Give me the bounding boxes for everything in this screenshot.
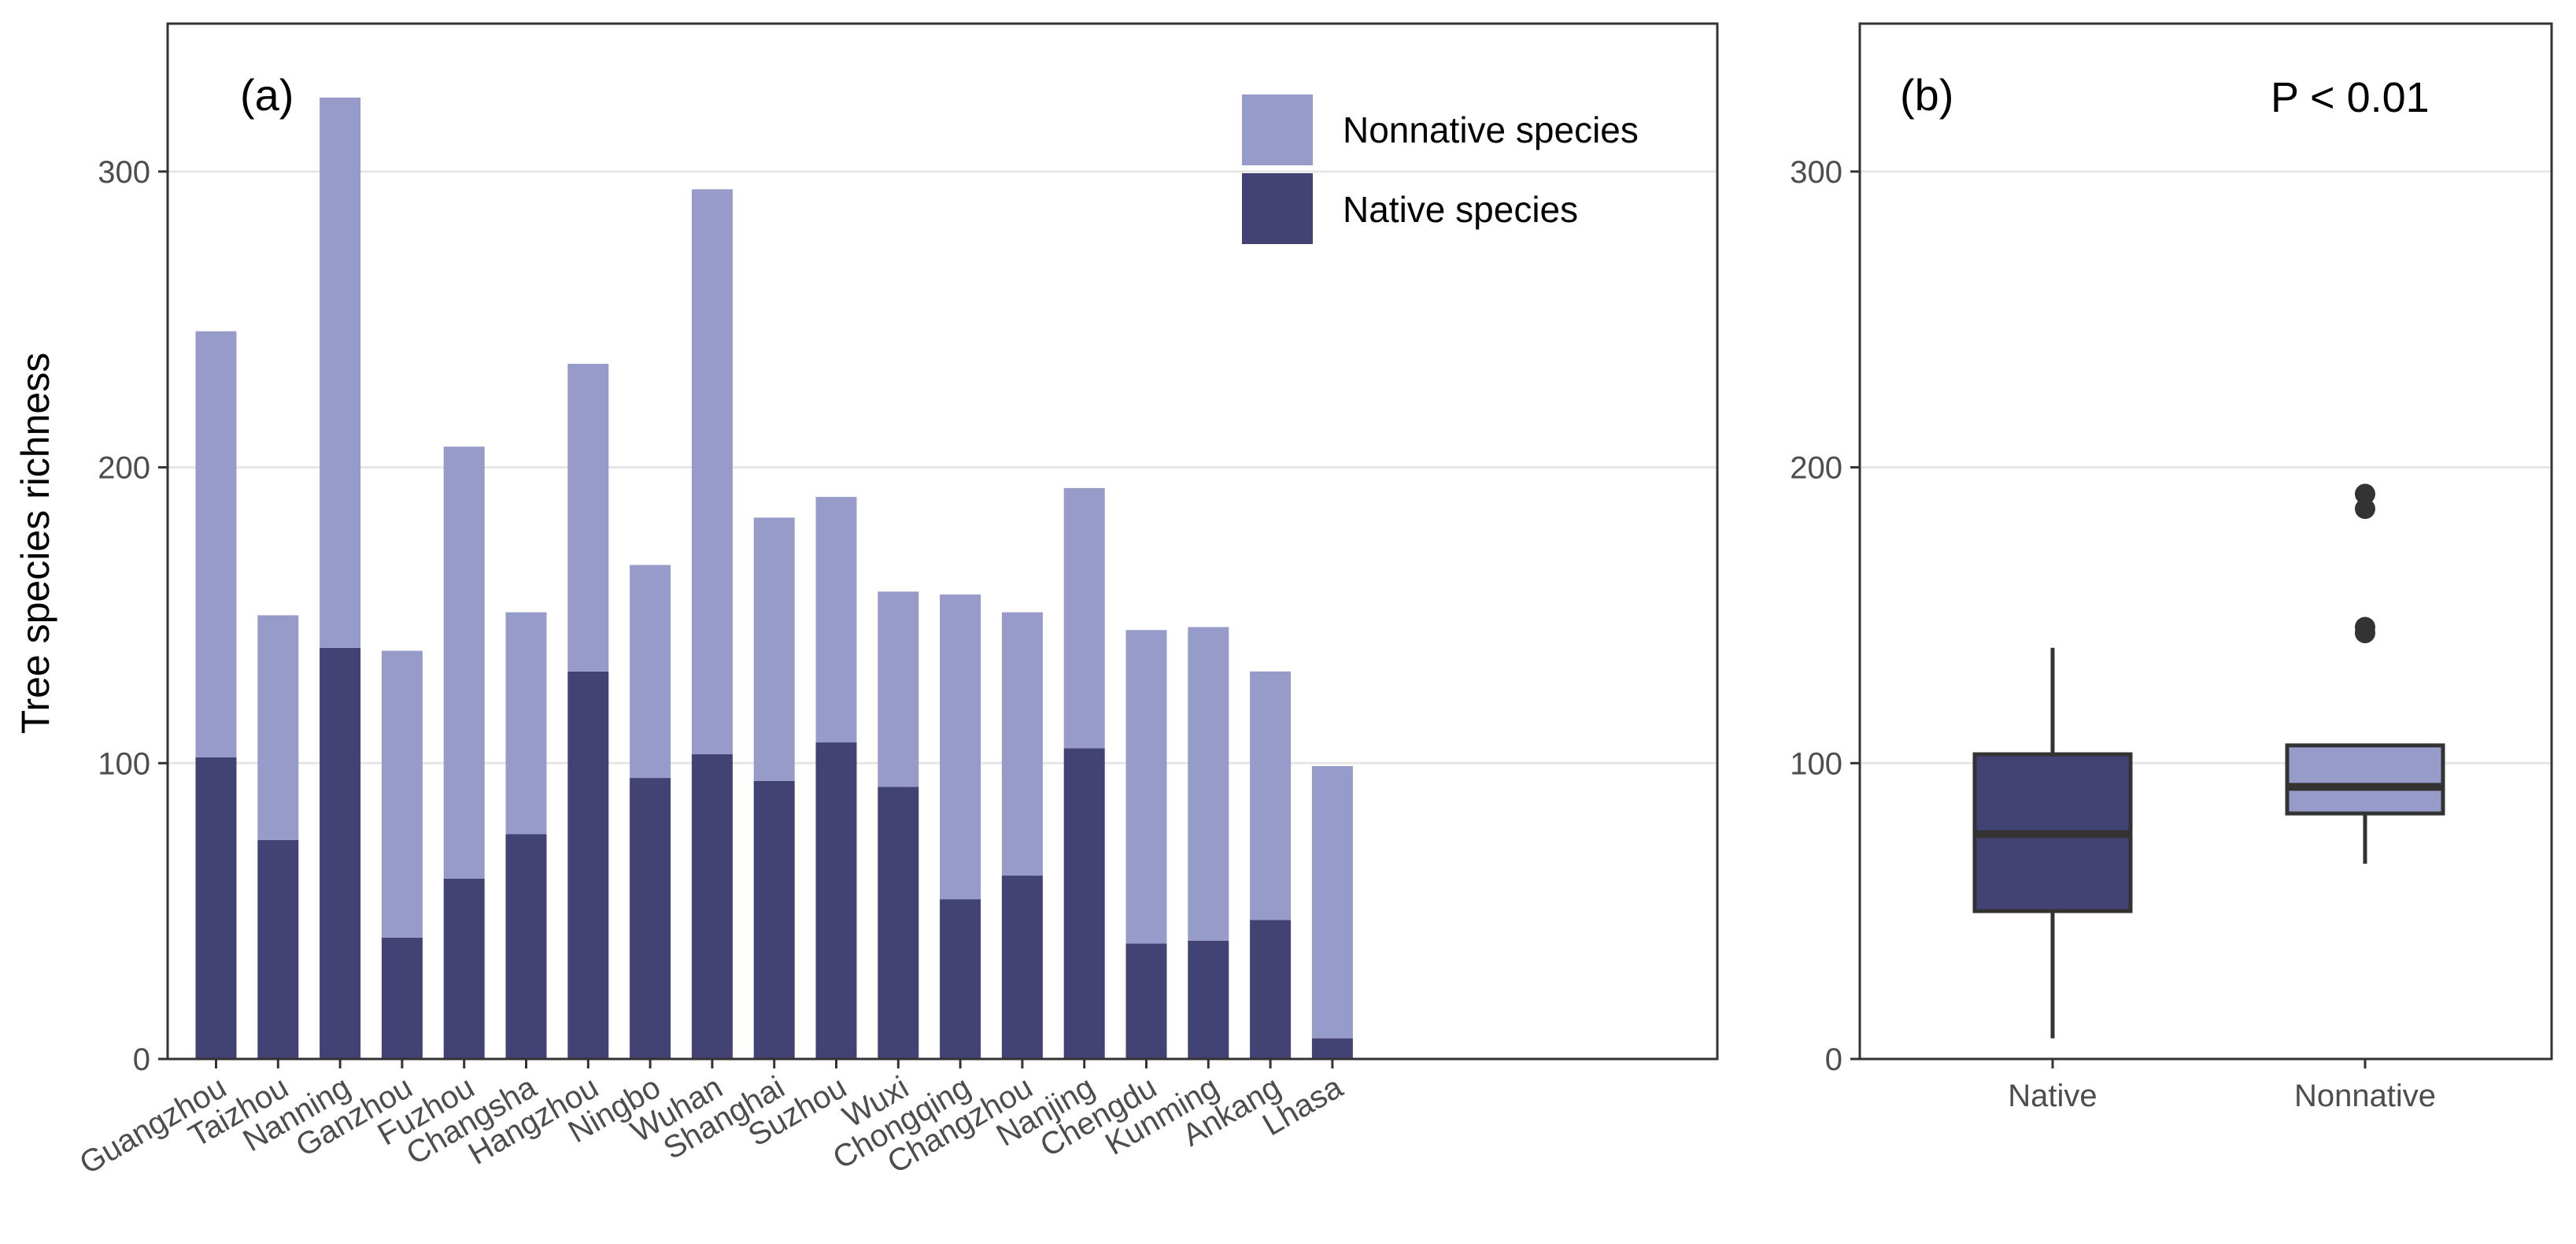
panel-a-tag: (a) [240,70,294,120]
bar-nonnative-fuzhou [443,446,485,879]
bar-nonnative-taizhou [257,615,299,840]
b-y-tick-label-300: 300 [1790,155,1842,190]
y-tick-label-0: 0 [133,1042,150,1077]
bar-native-kunming [1188,940,1229,1059]
panel-a-y-axis: 0 100 200 300 [98,155,168,1077]
legend-label-nonnative: Nonnative species [1343,109,1639,150]
outlier-nonnative-1 [2355,616,2375,638]
panel-a-bars [195,97,1353,1059]
bar-nonnative-lhasa [1311,766,1353,1039]
bar-native-nanning [320,647,361,1059]
bar-native-taizhou [257,839,299,1059]
bar-native-changzhou [1001,876,1043,1059]
bar-native-lhasa [1311,1038,1353,1059]
bar-nonnative-ningbo [630,565,671,779]
panel-b-x-axis: Native Nonnative [2008,1059,2436,1113]
panel-b-frame [1858,22,2553,1061]
bar-nonnative-suzhou [815,497,857,742]
panel-a: 0 100 200 300 GuangzhouTaizhouNanningGanzho… [13,22,1719,1181]
bar-native-ningbo [630,778,671,1059]
bar-nonnative-ankang [1250,671,1292,920]
panel-b-gridlines [1860,170,2552,765]
bar-nonnative-ganzhou [381,650,423,938]
bar-native-suzhou [815,742,857,1059]
panel-b-boxes [1972,483,2445,1039]
y-axis-title: Tree species richness [13,353,57,734]
bar-nonnative-kunming [1188,627,1229,941]
b-y-tick-label-0: 0 [1825,1042,1842,1077]
bar-nonnative-nanjing [1063,487,1105,749]
bar-nonnative-wuhan [691,189,733,755]
panel-a-frame [166,22,1719,1061]
b-x-tick-label-native: Native [2008,1079,2097,1113]
bar-nonnative-hangzhou [567,364,609,672]
y-tick-label-100: 100 [98,746,150,781]
panel-a-x-axis: GuangzhouTaizhouNanningGanzhouFuzhouChan… [74,1059,1349,1181]
bar-nonnative-changzhou [1001,612,1043,876]
legend-label-native: Native species [1343,189,1578,230]
outlier-nonnative-3 [2355,483,2375,505]
b-y-tick-label-100: 100 [1790,746,1842,781]
bar-native-fuzhou [443,878,485,1059]
bar-native-shanghai [753,780,795,1059]
y-tick-label-200: 200 [98,451,150,486]
legend: Nonnative species Native species [1242,94,1639,244]
bar-native-nanjing [1063,748,1105,1059]
bar-native-ganzhou [381,937,423,1059]
panel-b-tag: (b) [1900,70,1953,120]
bar-nonnative-nanning [320,97,361,648]
bar-nonnative-changsha [505,612,547,835]
bar-native-guangzhou [195,757,237,1059]
bar-native-changsha [505,834,547,1059]
b-y-tick-label-200: 200 [1790,451,1842,486]
legend-swatch-nonnative [1242,94,1313,165]
bar-native-wuhan [691,754,733,1059]
bar-native-chengdu [1125,943,1167,1059]
panel-b-y-axis: 0 100 200 300 [1790,155,1860,1077]
box-nonnative [2285,743,2445,816]
y-tick-label-300: 300 [98,155,150,190]
bar-nonnative-chengdu [1125,630,1167,944]
b-x-tick-label-nonnative: Nonnative [2294,1079,2436,1113]
bar-native-ankang [1250,920,1292,1059]
bar-nonnative-chongqing [940,594,981,900]
bar-native-wuxi [878,787,919,1059]
bar-nonnative-guangzhou [195,331,237,757]
bar-nonnative-shanghai [753,517,795,781]
bar-native-hangzhou [567,671,609,1059]
panel-b: 0 100 200 300 Native Nonnative (b) P < 0.01 [1790,22,2553,1113]
legend-swatch-native [1242,173,1313,244]
bar-nonnative-wuxi [878,591,919,787]
bar-native-chongqing [940,899,981,1059]
p-value-annotation: P < 0.01 [2271,74,2430,121]
outlier-nonnative-2 [2355,498,2375,520]
